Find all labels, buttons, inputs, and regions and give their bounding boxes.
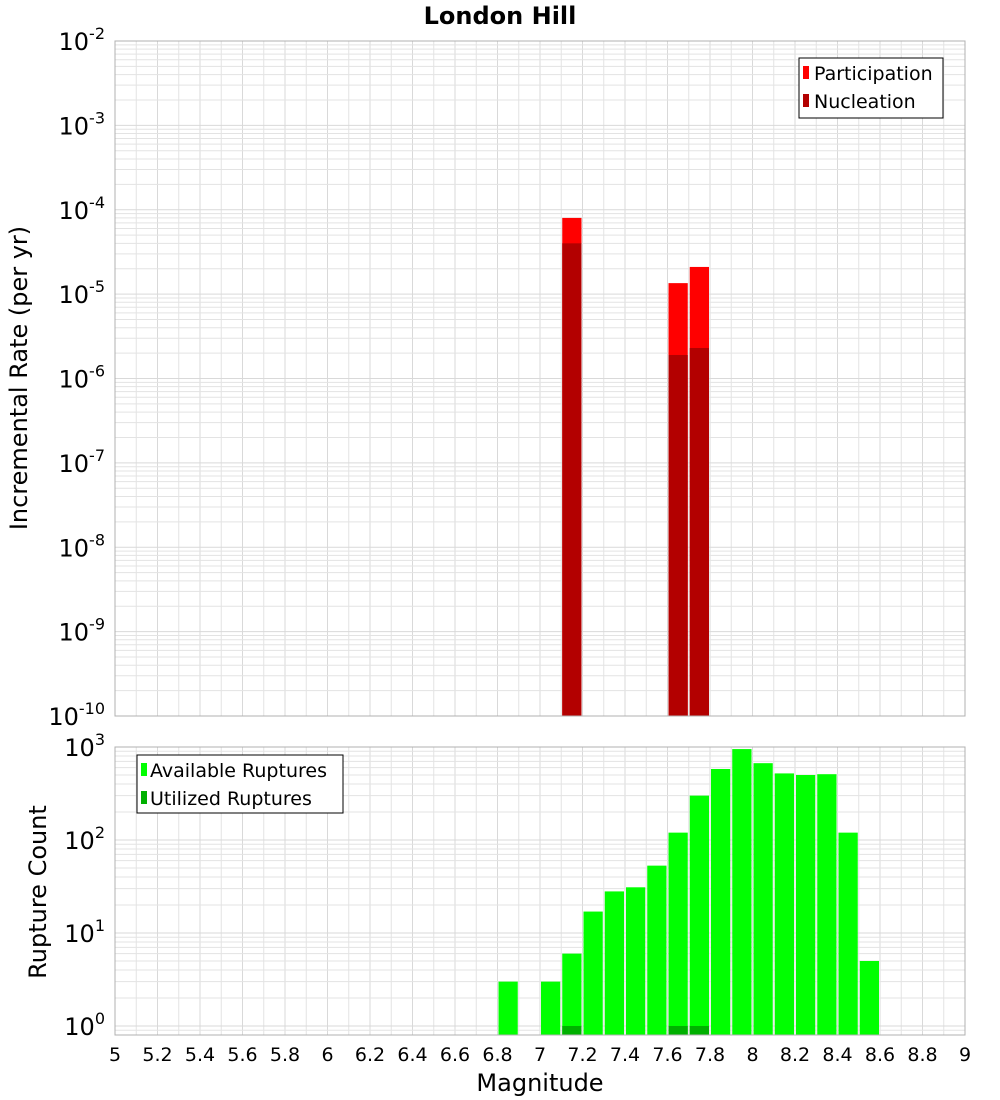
x-tick-label: 7.6 [652, 1044, 682, 1066]
top-y-axis-label: Incremental Rate (per yr) [5, 226, 33, 530]
bottom-bar-available-ruptures [711, 769, 731, 1035]
bottom-bar-available-ruptures [796, 774, 816, 1035]
top-y-tick-label: 10-7 [59, 446, 106, 478]
legend-label-participation: Participation [814, 63, 933, 85]
top-y-tick-label: 10-8 [59, 530, 106, 562]
bottom-bar-utilized-ruptures [562, 1025, 582, 1035]
bottom-bar-available-ruptures [604, 891, 624, 1035]
x-tick-label: 9 [959, 1044, 971, 1066]
x-tick-label: 7 [534, 1044, 546, 1066]
bottom-bar-available-ruptures [541, 981, 561, 1035]
bottom-y-tick-label: 103 [64, 730, 105, 762]
top-bar-nucleation [562, 243, 582, 717]
bottom-bar-available-ruptures [583, 911, 603, 1035]
legend-swatch-utilized-ruptures [141, 791, 147, 804]
legend-label-available-ruptures: Available Ruptures [150, 760, 327, 782]
x-tick-label: 8.8 [907, 1044, 937, 1066]
top-y-ticks: 10-10 10-9 10-8 10-7 10-6 10-5 10-4 10-3 10-2 [48, 24, 105, 731]
bottom-bar-available-ruptures [817, 774, 837, 1035]
legend-swatch-participation [803, 66, 809, 79]
x-tick-label: 6.2 [355, 1044, 385, 1066]
bottom-x-ticks: 5 5.2 5.4 5.6 5.8 6 6.2 6.4 6.6 6.8 7 7.2 7.4 7.6 7.8 8… [109, 1044, 971, 1066]
top-legend: Participation Nucleation [798, 57, 944, 119]
x-tick-label: 5.2 [142, 1044, 172, 1066]
x-axis-label: Magnitude [476, 1069, 603, 1097]
top-gridlines [114, 41, 966, 717]
bottom-bar-available-ruptures [626, 887, 646, 1035]
bottom-bars [498, 749, 879, 1035]
legend-label-nucleation: Nucleation [814, 91, 916, 113]
x-tick-label: 8.2 [780, 1044, 810, 1066]
x-tick-label: 7.8 [695, 1044, 725, 1066]
bottom-bar-available-ruptures [689, 795, 709, 1035]
top-y-tick-label: 10-6 [59, 362, 106, 394]
bottom-legend: Available Ruptures Utilized Ruptures [136, 754, 344, 814]
top-bar-nucleation [689, 347, 709, 716]
x-tick-label: 8 [746, 1044, 758, 1066]
x-tick-label: 7.4 [610, 1044, 640, 1066]
top-plot-frame [114, 40, 966, 717]
x-tick-label: 6 [321, 1044, 333, 1066]
bottom-y-tick-label: 101 [64, 916, 105, 948]
bottom-bar-available-ruptures [774, 773, 794, 1035]
chart-title: London Hill [424, 2, 577, 30]
x-tick-label: 8.4 [822, 1044, 852, 1066]
legend-swatch-nucleation [803, 94, 809, 107]
legend-label-utilized-ruptures: Utilized Ruptures [150, 788, 312, 810]
bottom-legend-box [136, 754, 344, 814]
top-y-tick-label: 10-9 [59, 615, 106, 647]
bottom-y-tick-label: 102 [64, 823, 105, 855]
top-y-tick-label: 10-2 [59, 24, 106, 56]
top-legend-box [798, 57, 944, 119]
bottom-bar-available-ruptures [668, 832, 688, 1035]
bottom-plot-frame [114, 746, 966, 1036]
bottom-bar-available-ruptures [562, 953, 582, 1035]
x-tick-label: 6.8 [482, 1044, 512, 1066]
bottom-y-axis-label: Rupture Count [24, 805, 52, 979]
bottom-bar-utilized-ruptures [668, 1025, 688, 1035]
top-bar-nucleation [668, 354, 688, 716]
bottom-bar-available-ruptures [859, 960, 879, 1035]
x-tick-label: 7.2 [567, 1044, 597, 1066]
bottom-bar-available-ruptures [753, 763, 773, 1035]
x-tick-label: 8.6 [865, 1044, 895, 1066]
top-panel: 10-10 10-9 10-8 10-7 10-6 10-5 10-4 10-3 10-2 In… [5, 24, 966, 731]
bottom-bar-available-ruptures [838, 832, 858, 1035]
top-y-tick-label: 10-10 [48, 699, 105, 731]
bottom-bar-available-ruptures [647, 865, 667, 1035]
top-y-tick-label: 10-4 [59, 193, 106, 225]
x-tick-label: 5.6 [227, 1044, 257, 1066]
legend-swatch-available-ruptures [141, 763, 147, 776]
x-tick-label: 5 [109, 1044, 121, 1066]
top-y-tick-label: 10-5 [59, 277, 106, 309]
top-bars [562, 217, 709, 717]
top-y-tick-label: 10-3 [59, 108, 106, 140]
x-tick-label: 6.6 [440, 1044, 470, 1066]
bottom-bar-utilized-ruptures [689, 1025, 709, 1035]
bottom-y-tick-label: 100 [64, 1009, 105, 1041]
bottom-bar-available-ruptures [732, 749, 752, 1035]
x-tick-label: 5.8 [270, 1044, 300, 1066]
x-tick-label: 6.4 [397, 1044, 427, 1066]
bottom-panel: 100 101 102 103 5 5.2 5.4 5.6 5.8 6 6.2 6.4 6.6 6.8 7… [24, 730, 971, 1097]
bottom-y-ticks: 100 101 102 103 [64, 730, 105, 1041]
bottom-bar-available-ruptures [498, 981, 518, 1035]
x-tick-label: 5.4 [185, 1044, 215, 1066]
